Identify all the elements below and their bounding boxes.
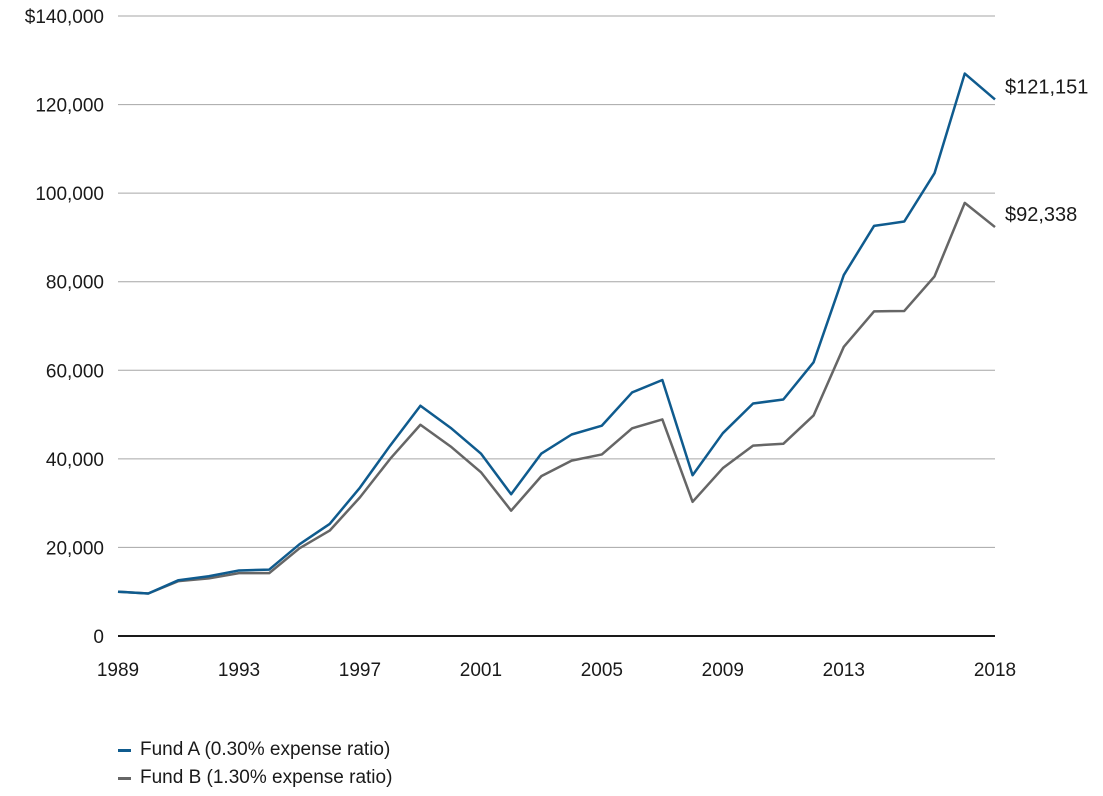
end-value-label-fund-a: $121,151: [1005, 76, 1088, 98]
x-tick-label: 1993: [218, 660, 260, 681]
series-line-fund-b: [117, 201, 996, 595]
x-tick-label: 1997: [339, 660, 381, 681]
legend-item-fund-b: Fund B (1.30% expense ratio): [118, 764, 392, 792]
x-axis-tick-labels: 1989 1993 1997 2001 2005 2009 2013 2018: [97, 660, 1016, 681]
y-tick-label: 100,000: [35, 184, 104, 205]
y-tick-label: 80,000: [46, 273, 104, 294]
x-tick-label: 1989: [97, 660, 139, 681]
series-line-fund-a: [117, 72, 996, 595]
series-lines: [117, 72, 996, 595]
y-tick-label: 120,000: [35, 96, 104, 117]
x-tick-label: 2018: [974, 660, 1016, 681]
y-tick-label: 0: [93, 627, 104, 648]
y-axis-tick-labels: 0 20,000 40,000 60,000 80,000 100,000 120,000 $…: [25, 7, 104, 648]
x-tick-label: 2005: [581, 660, 623, 681]
legend-label-fund-a: Fund A (0.30% expense ratio): [140, 739, 391, 760]
gridlines: [118, 15, 995, 637]
legend: Fund A (0.30% expense ratio) Fund B (1.3…: [118, 736, 392, 792]
x-tick-label: 2013: [823, 660, 865, 681]
x-tick-label: 2001: [460, 660, 502, 681]
legend-label-fund-b: Fund B (1.30% expense ratio): [140, 767, 393, 788]
y-tick-label: $140,000: [25, 7, 104, 28]
y-tick-label: 60,000: [46, 361, 104, 382]
legend-item-fund-a: Fund A (0.30% expense ratio): [118, 736, 392, 764]
y-tick-label: 40,000: [46, 450, 104, 471]
end-value-label-fund-b: $92,338: [1005, 204, 1077, 226]
y-tick-label: 20,000: [46, 538, 104, 559]
legend-swatch-fund-b: [118, 776, 131, 780]
legend-swatch-fund-a: [118, 748, 131, 752]
end-value-labels: $121,151 $92,338: [1005, 76, 1088, 226]
x-tick-label: 2009: [702, 660, 744, 681]
line-chart: 0 20,000 40,000 60,000 80,000 100,000 120,000 $…: [25, 7, 1089, 681]
